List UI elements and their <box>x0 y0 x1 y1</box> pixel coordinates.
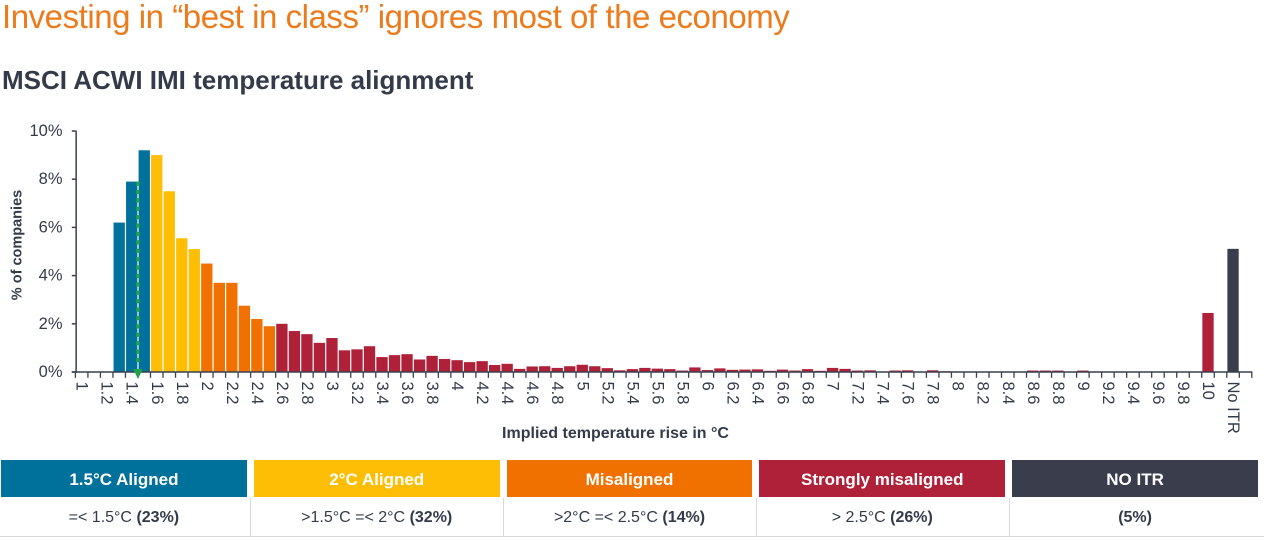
svg-text:9.2: 9.2 <box>1099 382 1117 405</box>
svg-text:4.6: 4.6 <box>523 382 541 405</box>
svg-text:7.4: 7.4 <box>874 382 892 405</box>
svg-text:8.6: 8.6 <box>1024 382 1042 405</box>
svg-text:1.4: 1.4 <box>123 382 141 405</box>
svg-text:3.8: 3.8 <box>423 382 441 405</box>
svg-text:8: 8 <box>949 382 967 391</box>
svg-text:3.4: 3.4 <box>373 382 391 405</box>
svg-text:8.4: 8.4 <box>999 382 1017 405</box>
svg-text:2.4: 2.4 <box>248 382 266 405</box>
svg-text:% of companies: % of companies <box>10 190 26 300</box>
svg-text:3.6: 3.6 <box>398 382 416 405</box>
svg-text:2: 2 <box>198 382 216 391</box>
svg-text:8%: 8% <box>39 170 63 188</box>
svg-text:4%: 4% <box>39 267 63 285</box>
svg-text:7.2: 7.2 <box>849 382 867 405</box>
svg-text:7.8: 7.8 <box>924 382 942 405</box>
svg-text:1.2: 1.2 <box>98 382 116 405</box>
svg-text:8.2: 8.2 <box>974 382 992 405</box>
svg-text:10: 10 <box>1199 382 1217 400</box>
svg-text:1.8: 1.8 <box>173 382 191 405</box>
svg-text:9: 9 <box>1074 382 1092 391</box>
svg-text:4.8: 4.8 <box>548 382 566 405</box>
svg-text:9.6: 9.6 <box>1149 382 1167 405</box>
svg-text:5.2: 5.2 <box>598 382 616 405</box>
svg-text:5.4: 5.4 <box>623 382 641 405</box>
svg-text:5.8: 5.8 <box>673 382 691 405</box>
svg-text:6%: 6% <box>39 218 63 236</box>
svg-text:5: 5 <box>573 382 591 391</box>
svg-text:4.2: 4.2 <box>473 382 491 405</box>
svg-text:5.6: 5.6 <box>648 382 666 405</box>
svg-text:9.4: 9.4 <box>1124 382 1142 405</box>
svg-text:3.2: 3.2 <box>348 382 366 405</box>
svg-text:7: 7 <box>824 382 842 391</box>
svg-text:6.6: 6.6 <box>774 382 792 405</box>
svg-text:6.4: 6.4 <box>748 382 766 405</box>
svg-text:0%: 0% <box>39 363 63 381</box>
svg-text:6.2: 6.2 <box>723 382 741 405</box>
svg-text:No ITR: No ITR <box>1224 382 1242 434</box>
svg-text:10%: 10% <box>29 122 62 140</box>
svg-text:2.6: 2.6 <box>273 382 291 405</box>
svg-text:2.2: 2.2 <box>223 382 241 405</box>
svg-text:8.8: 8.8 <box>1049 382 1067 405</box>
svg-text:Implied temperature rise in °C: Implied temperature rise in °C <box>502 425 729 442</box>
svg-text:7.6: 7.6 <box>899 382 917 405</box>
svg-text:4: 4 <box>448 382 466 391</box>
svg-text:9.8: 9.8 <box>1174 382 1192 405</box>
svg-text:6: 6 <box>698 382 716 391</box>
svg-text:3: 3 <box>323 382 341 391</box>
svg-text:4.4: 4.4 <box>498 382 516 405</box>
svg-text:6.8: 6.8 <box>799 382 817 405</box>
svg-text:2.8: 2.8 <box>298 382 316 405</box>
svg-text:2%: 2% <box>39 315 63 333</box>
svg-text:1: 1 <box>73 382 91 391</box>
svg-text:1.6: 1.6 <box>148 382 166 405</box>
